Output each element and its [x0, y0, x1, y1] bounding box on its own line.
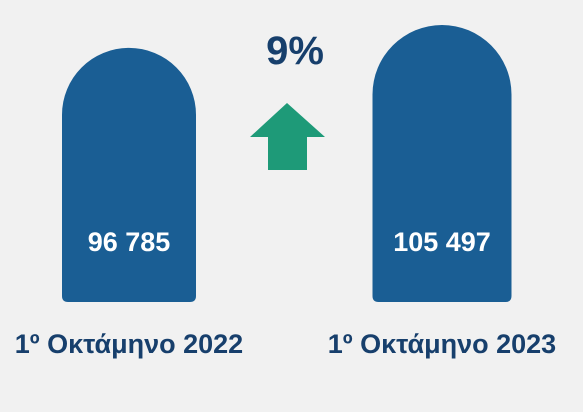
- up-arrow: [250, 103, 325, 170]
- bar: [372, 25, 512, 302]
- category-label: 1º Οκτάμηνο 2023: [327, 329, 557, 359]
- value-label: 105 497: [393, 227, 491, 257]
- category-label: 1º Οκτάμηνο 2022: [14, 329, 244, 359]
- value-label: 96 785: [87, 227, 171, 257]
- bar: [62, 47, 196, 302]
- change-annotation: 9%: [266, 29, 324, 73]
